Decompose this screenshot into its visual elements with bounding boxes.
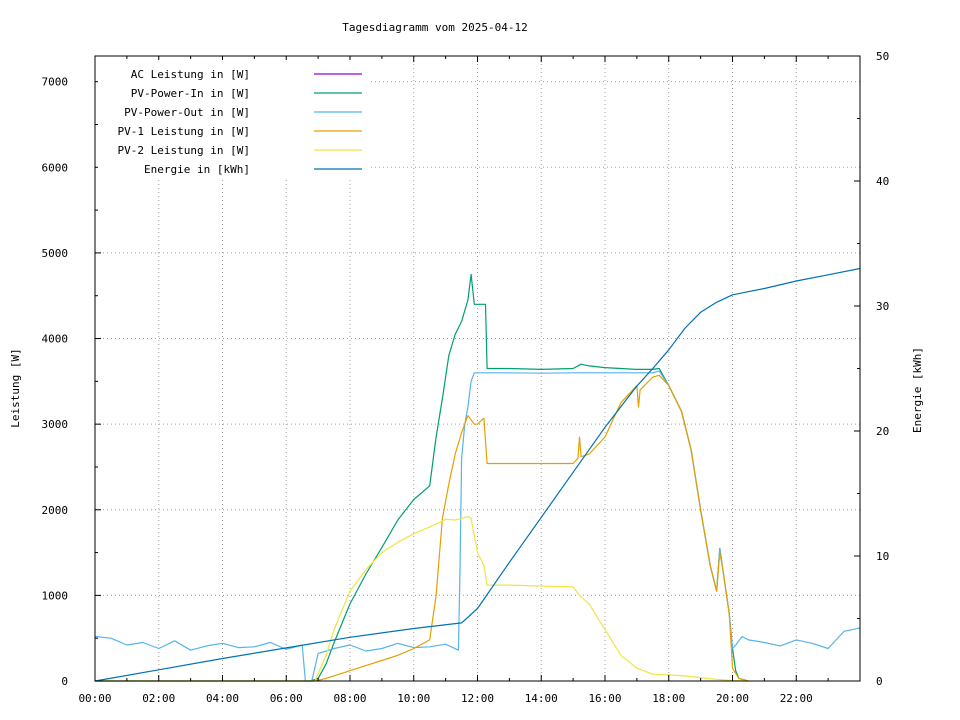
x-tick-label: 20:00 <box>716 692 749 705</box>
x-tick-label: 08:00 <box>333 692 366 705</box>
legend-label: PV-Power-In in [W] <box>131 87 250 100</box>
x-tick-label: 10:00 <box>397 692 430 705</box>
series-line-4 <box>95 515 749 682</box>
x-tick-label: 06:00 <box>270 692 303 705</box>
y-tick-label: 1000 <box>42 589 69 602</box>
series-line-2 <box>94 370 861 682</box>
series-lines <box>94 267 861 682</box>
legend: AC Leistung in [W] PV-Power-In in [W] PV-P… <box>118 68 362 176</box>
y2-axis-label: Energie [kWh] <box>911 347 924 433</box>
legend-label: AC Leistung in [W] <box>131 68 250 81</box>
tick-labels: 00:00 02:00 04:00 06:00 08:00 10:00 12:00 14:00… <box>42 50 890 705</box>
y2-tick-label: 30 <box>876 300 889 313</box>
chart-title: Tagesdiagramm vom 2025-04-12 <box>342 21 527 34</box>
x-tick-label: 00:00 <box>78 692 111 705</box>
x-tick-label: 16:00 <box>588 692 621 705</box>
legend-label: PV-Power-Out in [W] <box>124 106 250 119</box>
x-tick-label: 04:00 <box>206 692 239 705</box>
x-tick-label: 22:00 <box>780 692 813 705</box>
legend-label: PV-1 Leistung in [W] <box>118 125 250 138</box>
y-tick-label: 6000 <box>42 161 69 174</box>
x-tick-label: 02:00 <box>142 692 175 705</box>
y-tick-label: 0 <box>61 675 68 688</box>
y-tick-label: 5000 <box>42 247 69 260</box>
y-tick-label: 3000 <box>42 418 69 431</box>
y2-tick-label: 50 <box>876 50 889 63</box>
x-tick-label: 14:00 <box>525 692 558 705</box>
x-tick-label: 12:00 <box>461 692 494 705</box>
series-line-1 <box>95 273 749 682</box>
y2-tick-label: 10 <box>876 550 889 563</box>
y-tick-label: 7000 <box>42 76 69 89</box>
y2-tick-label: 20 <box>876 425 889 438</box>
y2-tick-label: 0 <box>876 675 883 688</box>
y2-tick-label: 40 <box>876 175 889 188</box>
legend-label: PV-2 Leistung in [W] <box>118 144 250 157</box>
series-line-5 <box>94 267 861 682</box>
legend-label: Energie in [kWh] <box>144 163 250 176</box>
legend-background <box>98 60 368 178</box>
y-axis-label: Leistung [W] <box>9 348 22 427</box>
x-tick-label: 18:00 <box>652 692 685 705</box>
y-tick-label: 2000 <box>42 504 69 517</box>
tick-marks <box>94 55 860 682</box>
y-tick-label: 4000 <box>42 333 69 346</box>
series-line-3 <box>95 374 749 682</box>
